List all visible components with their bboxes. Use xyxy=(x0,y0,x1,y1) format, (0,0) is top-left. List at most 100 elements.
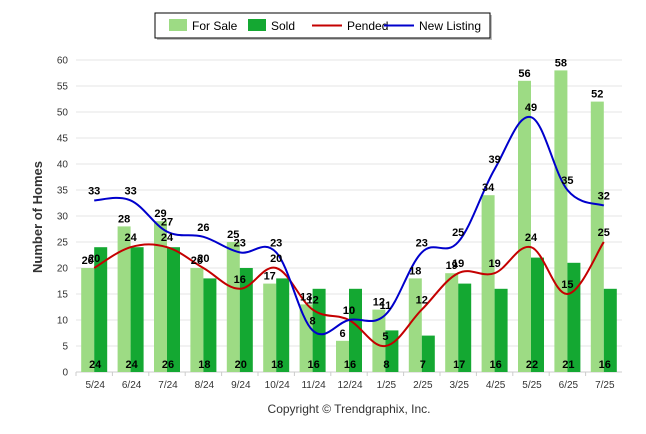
label-new-listing: 49 xyxy=(525,102,537,114)
y-tick-label: 25 xyxy=(57,238,69,249)
label-new-listing: 25 xyxy=(452,227,464,239)
label-new-listing: 8 xyxy=(310,315,316,327)
label-pended: 12 xyxy=(306,295,318,307)
label-for-sale: 58 xyxy=(555,57,567,69)
y-tick-label: 20 xyxy=(57,264,69,275)
bar-sold xyxy=(458,283,472,372)
label-for-sale: 52 xyxy=(591,89,603,101)
bar-for-sale xyxy=(190,268,204,372)
x-tick-label: 3/25 xyxy=(449,380,469,391)
label-new-listing: 33 xyxy=(88,185,100,197)
line-new-listing xyxy=(94,116,605,336)
copyright-text: Copyright © Trendgraphix, Inc. xyxy=(268,402,431,416)
y-tick-label: 40 xyxy=(57,160,69,171)
legend-swatch-for-sale xyxy=(169,19,187,31)
bar-sold xyxy=(421,335,435,372)
label-new-listing: 23 xyxy=(270,237,282,249)
label-for-sale: 20 xyxy=(191,255,203,267)
label-for-sale: 17 xyxy=(264,271,276,283)
lines xyxy=(93,116,605,348)
label-sold: 16 xyxy=(489,359,501,371)
bars xyxy=(81,70,617,373)
legend-label-new-listing: New Listing xyxy=(419,19,481,33)
bar-sold xyxy=(94,247,108,372)
bar-for-sale xyxy=(408,278,422,372)
x-tick-label: 10/24 xyxy=(265,380,290,391)
bar-sold xyxy=(167,247,180,372)
legend-swatch-sold xyxy=(248,19,266,31)
bar-for-sale xyxy=(590,101,604,372)
label-sold: 21 xyxy=(562,359,574,371)
y-tick-label: 55 xyxy=(57,82,69,93)
label-sold: 16 xyxy=(307,359,319,371)
label-pended: 24 xyxy=(161,232,174,244)
bar-for-sale xyxy=(117,226,131,372)
label-new-listing: 39 xyxy=(488,154,500,166)
label-pended: 19 xyxy=(452,258,464,270)
label-new-listing: 23 xyxy=(234,237,246,249)
label-sold: 20 xyxy=(235,359,247,371)
legend: For Sale Sold Pended New Listing xyxy=(154,12,492,40)
label-new-listing: 33 xyxy=(124,185,136,197)
x-tick-label: 5/25 xyxy=(522,380,542,391)
bar-sold xyxy=(276,278,290,372)
label-new-listing: 35 xyxy=(561,175,573,187)
y-axis-title: Number of Homes xyxy=(30,161,45,273)
bar-sold xyxy=(567,262,581,372)
label-sold: 16 xyxy=(344,359,356,371)
label-pended: 25 xyxy=(598,227,610,239)
label-sold: 16 xyxy=(599,359,611,371)
label-sold: 24 xyxy=(125,359,138,371)
y-tick-label: 0 xyxy=(62,368,68,379)
bar-for-sale xyxy=(226,242,240,372)
bar-sold xyxy=(494,288,508,372)
legend-label-pended: Pended xyxy=(347,19,388,33)
label-for-sale: 13 xyxy=(300,291,312,303)
label-for-sale: 56 xyxy=(518,68,530,80)
bar-for-sale xyxy=(372,309,386,372)
label-pended: 19 xyxy=(488,258,500,270)
label-sold: 8 xyxy=(383,359,389,371)
y-tick-label: 30 xyxy=(57,212,69,223)
x-tick-label: 7/24 xyxy=(158,380,178,391)
label-pended: 20 xyxy=(88,253,100,265)
y-tick-label: 35 xyxy=(57,186,69,197)
label-sold: 24 xyxy=(89,359,102,371)
label-pended: 24 xyxy=(124,232,137,244)
x-tick-label: 12/24 xyxy=(337,380,362,391)
label-sold: 22 xyxy=(526,359,538,371)
x-tick-label: 9/24 xyxy=(231,380,251,391)
y-tick-label: 15 xyxy=(57,290,69,301)
x-tick-label: 8/24 xyxy=(195,380,215,391)
x-tick-label: 5/24 xyxy=(85,380,105,391)
label-pended: 12 xyxy=(416,295,428,307)
label-pended: 10 xyxy=(343,305,355,317)
bar-for-sale xyxy=(263,283,277,372)
bar-for-sale xyxy=(554,70,568,373)
label-pended: 20 xyxy=(270,253,282,265)
bar-sold xyxy=(349,288,362,372)
x-axis: 5/24 6/24 7/24 8/24 9/24 10/24 11/24 12/24 1/25 2… xyxy=(75,372,615,391)
label-for-sale: 20 xyxy=(82,255,94,267)
bar-for-sale xyxy=(518,80,531,373)
x-tick-label: 2/25 xyxy=(413,380,433,391)
label-sold: 7 xyxy=(420,359,426,371)
x-tick-label: 1/25 xyxy=(377,380,397,391)
label-pended: 5 xyxy=(382,331,388,343)
label-new-listing: 23 xyxy=(416,237,428,249)
label-for-sale: 29 xyxy=(154,208,166,220)
label-sold: 17 xyxy=(453,359,465,371)
label-for-sale: 34 xyxy=(482,182,495,194)
y-tick-label: 45 xyxy=(57,134,69,145)
label-new-listing: 11 xyxy=(380,300,392,312)
legend-label-for-sale: For Sale xyxy=(192,19,238,33)
label-new-listing: 32 xyxy=(598,191,610,203)
bar-for-sale xyxy=(336,340,349,372)
label-for-sale: 18 xyxy=(409,265,421,277)
legend-label-sold: Sold xyxy=(271,19,295,33)
label-new-listing: 10 xyxy=(343,305,355,317)
label-sold: 26 xyxy=(162,359,174,371)
label-for-sale: 6 xyxy=(339,328,345,340)
y-tick-label: 60 xyxy=(57,56,69,67)
